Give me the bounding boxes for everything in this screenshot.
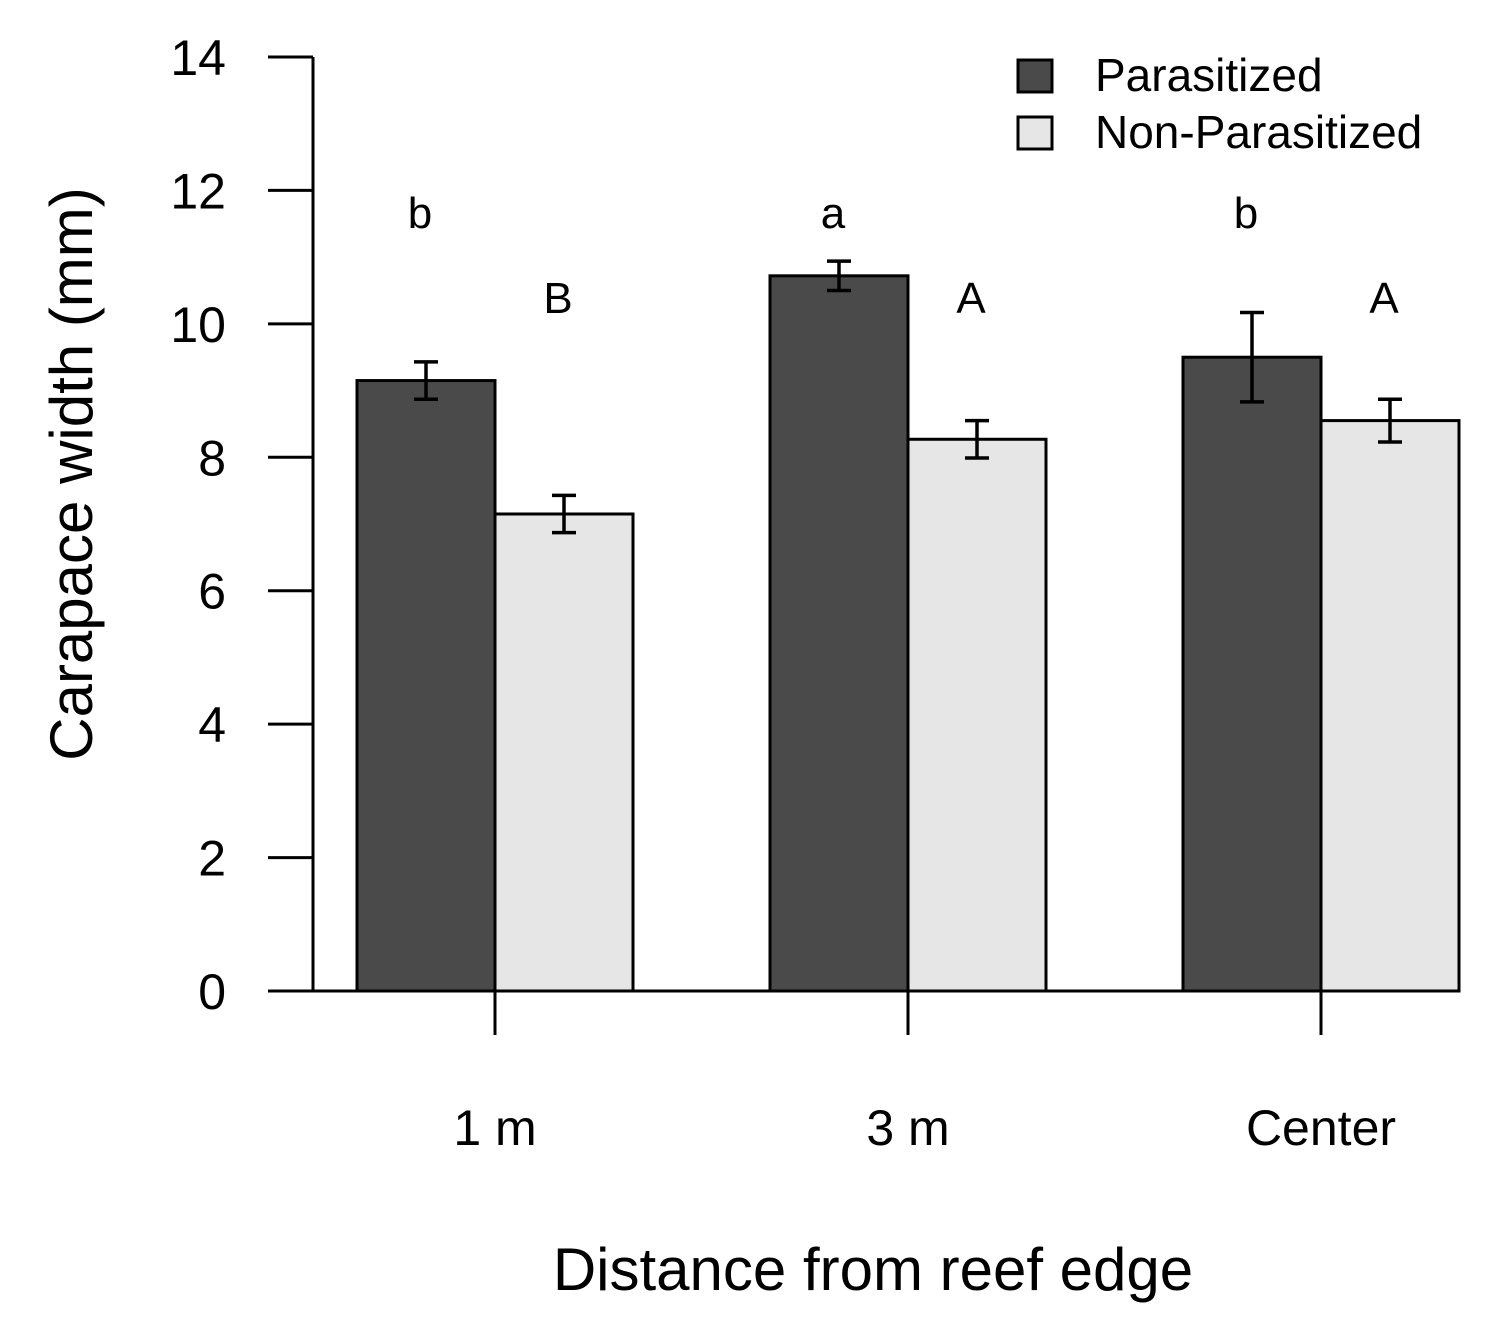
y-tick-label-8: 8: [198, 430, 226, 486]
bar-non-parasitized-1-m: [493, 512, 635, 993]
y-axis-title: Carapace width (mm): [38, 187, 105, 761]
legend-label-non-parasitized: Non-Parasitized: [1095, 106, 1422, 158]
error-bar-parasitized-1-m: [414, 360, 438, 401]
error-bar-parasitized-center: [1240, 310, 1264, 404]
bar-parasitized-1-m: [355, 379, 497, 993]
y-tick-label-14: 14: [170, 30, 226, 86]
x-tick-label-center: Center: [1246, 1100, 1396, 1156]
y-axis: 0 2 4 6 8 10 12 14: [170, 30, 315, 1020]
x-tick-label-1-m: 1 m: [453, 1100, 536, 1156]
y-tick-label-12: 12: [170, 163, 226, 219]
error-bar-parasitized-3-m: [827, 259, 851, 293]
y-tick-label-2: 2: [198, 831, 226, 887]
significance-letter-parasitized-1-m: b: [408, 189, 432, 238]
bars-layer: [355, 274, 1461, 993]
bar-parasitized-center: [1181, 355, 1323, 993]
bar-non-parasitized-3-m: [906, 437, 1048, 993]
significance-letters-layer: b Ba Ab A: [408, 189, 1400, 323]
bar-parasitized-3-m: [768, 274, 910, 993]
legend-swatch-parasitized: [1016, 58, 1054, 94]
error-bar-non-parasitized-1-m: [552, 493, 576, 535]
x-axis-title: Distance from reef edge: [553, 1236, 1193, 1303]
significance-letter-non-parasitized-1-m: B: [543, 274, 572, 323]
significance-letter-parasitized-center: b: [1234, 189, 1258, 238]
legend-swatch-non-parasitized: [1016, 115, 1054, 151]
error-bar-non-parasitized-3-m: [965, 418, 989, 460]
y-tick-label-10: 10: [170, 297, 226, 353]
bar-non-parasitized-center: [1319, 419, 1461, 993]
error-bars-layer: [414, 259, 1402, 535]
y-tick-label-4: 4: [198, 697, 226, 753]
x-axis: 1 m 3 m Center: [268, 989, 1459, 1156]
significance-letter-non-parasitized-3-m: A: [956, 274, 986, 323]
y-tick-label-6: 6: [198, 564, 226, 620]
y-tick-label-0: 0: [198, 964, 226, 1020]
legend-label-parasitized: Parasitized: [1095, 49, 1323, 101]
significance-letter-non-parasitized-center: A: [1369, 274, 1399, 323]
error-bar-non-parasitized-center: [1378, 397, 1402, 444]
x-tick-label-3-m: 3 m: [866, 1100, 949, 1156]
significance-letter-parasitized-3-m: a: [821, 189, 846, 238]
